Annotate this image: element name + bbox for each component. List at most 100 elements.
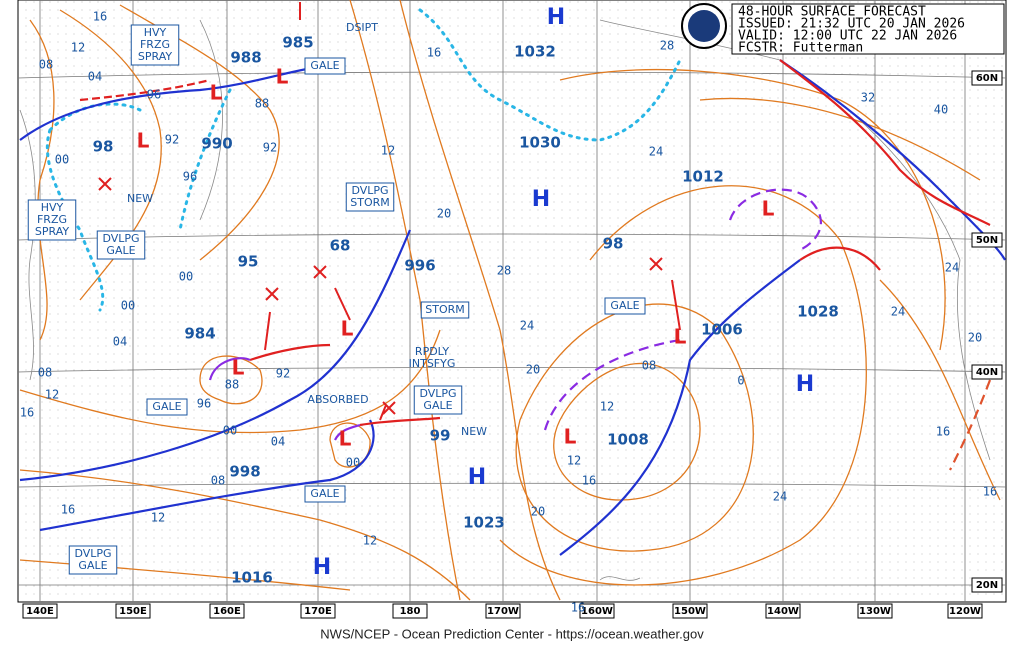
note: NEW	[127, 192, 153, 205]
isobar-label: 24	[520, 319, 534, 333]
isobar-label: 20	[531, 505, 545, 519]
area-box	[345, 182, 395, 212]
isobar-label: 00	[55, 153, 69, 167]
lon-label: 160E	[213, 606, 241, 617]
low-center: L	[232, 356, 245, 380]
lon-label: 120W	[949, 606, 981, 617]
isobar-label: 00	[346, 456, 360, 470]
isobar-label: 16	[20, 406, 34, 420]
area-label: DVLPG	[74, 547, 111, 560]
isobar-label: 12	[600, 400, 614, 414]
pressure: 990	[201, 135, 232, 153]
header-title: 48-HOUR SURFACE FORECAST	[738, 5, 926, 20]
lon-label-box	[22, 603, 58, 619]
high-center: H	[547, 5, 565, 30]
lon-label: 140E	[26, 606, 54, 617]
isobar-label: 00	[121, 299, 135, 313]
header-box	[731, 3, 1005, 55]
area-box	[304, 57, 346, 75]
lat-label-box	[971, 70, 1003, 86]
area-label: HVY	[144, 26, 167, 39]
isobar-label: 04	[271, 435, 285, 449]
lon-label-box	[947, 603, 983, 619]
area-label: GALE	[78, 559, 107, 572]
isobar-label: 04	[88, 70, 102, 84]
isobar-label: 16	[571, 601, 585, 615]
isobar-label: 12	[363, 534, 377, 548]
footer: NWS/NCEP - Ocean Prediction Center - htt…	[320, 626, 704, 641]
isobar-label: 92	[263, 141, 277, 155]
isobar-label: 08	[38, 366, 52, 380]
lat-label-box	[971, 232, 1003, 248]
area-label: SPRAY	[138, 50, 172, 63]
area-box	[27, 199, 77, 241]
low-center: L	[276, 65, 289, 89]
lon-label: 140W	[767, 606, 799, 617]
lon-label-box	[672, 603, 708, 619]
pressure: 985	[282, 34, 313, 52]
high-center: H	[313, 555, 331, 580]
lon-label: 180	[400, 606, 421, 617]
lon-label: 160W	[581, 606, 613, 617]
area-box	[413, 385, 463, 415]
lon-label-box	[392, 603, 428, 619]
header-valid: VALID: 12:00 UTC 22 JAN 2026	[738, 29, 957, 44]
coastlines	[19, 19, 991, 581]
low-center: L	[341, 317, 354, 341]
isobar-label: 00	[179, 270, 193, 284]
isobar-label: 00	[223, 424, 237, 438]
isobar-label: 24	[891, 305, 905, 319]
note: RPDLY	[415, 345, 449, 358]
header-issued: ISSUED: 21:32 UTC 20 JAN 2026	[738, 17, 965, 32]
pressure: 98	[603, 235, 624, 253]
note: ABSORBED	[307, 393, 368, 406]
area-label: GALE	[310, 487, 339, 500]
isobar-label: 88	[255, 97, 269, 111]
area-label: DVLPG	[419, 387, 456, 400]
isobar-label: 96	[147, 88, 161, 102]
lon-label-box	[485, 603, 521, 619]
low-center: L	[674, 325, 687, 349]
note: DSIPT	[346, 21, 378, 34]
isobar-label: 20	[437, 207, 451, 221]
area-label: GALE	[423, 399, 452, 412]
low-center: L	[339, 427, 352, 451]
isobar-label: 16	[936, 425, 950, 439]
storm-tracks	[98, 2, 681, 421]
isobar-label: 08	[642, 359, 656, 373]
area-label: GALE	[610, 299, 639, 312]
lon-label-box	[300, 603, 336, 619]
lat-label: 50N	[976, 235, 998, 246]
isobar-label: 24	[945, 261, 959, 275]
high-center: H	[532, 187, 550, 212]
area-box	[420, 301, 470, 319]
isobar-label: 16	[983, 485, 997, 499]
pressure: 99	[430, 427, 451, 445]
pressure: 1008	[607, 431, 649, 449]
area-label: FRZG	[37, 213, 67, 226]
low-center: L	[210, 81, 223, 105]
lon-label-box	[115, 603, 151, 619]
map-frame	[17, 0, 1007, 603]
isobar-label: 40	[934, 103, 948, 117]
isobar-label: 16	[427, 46, 441, 60]
pressure: 988	[230, 49, 261, 67]
pressure: 1012	[682, 168, 724, 186]
isobar-label: 24	[649, 145, 663, 159]
area-box	[130, 24, 180, 66]
area-label: SPRAY	[35, 225, 69, 238]
area-box	[146, 398, 188, 416]
lon-label: 170W	[487, 606, 519, 617]
isobar-label: 24	[773, 490, 787, 504]
area-box	[68, 545, 118, 575]
isobar-label: 12	[381, 144, 395, 158]
lat-label: 20N	[976, 580, 998, 591]
pressure: 1032	[514, 43, 556, 61]
lon-label-box	[209, 603, 245, 619]
area-label: DVLPG	[351, 184, 388, 197]
isobar-label: 88	[225, 378, 239, 392]
isobar-label: 96	[183, 170, 197, 184]
area-label: STORM	[350, 196, 390, 209]
isobar-label: 12	[567, 454, 581, 468]
